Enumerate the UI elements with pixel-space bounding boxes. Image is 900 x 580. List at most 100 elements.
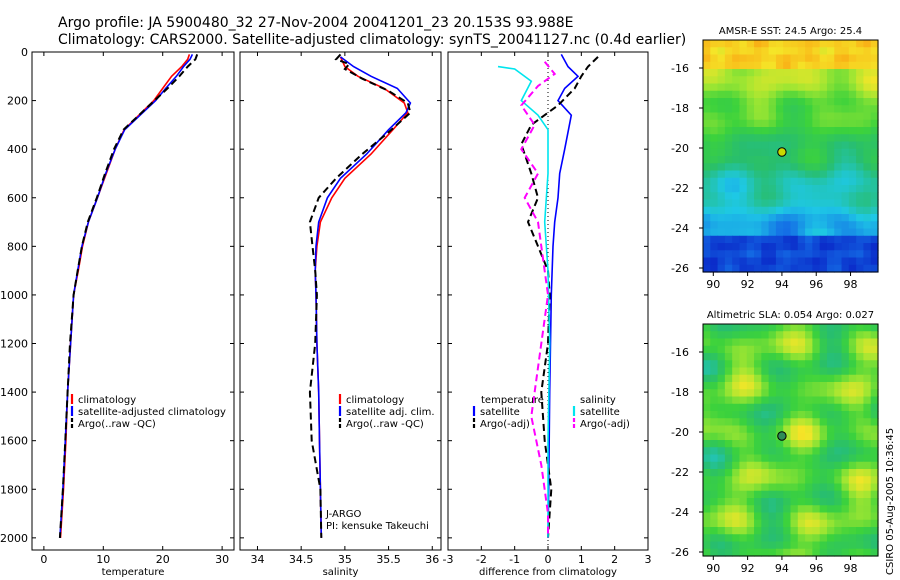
heat-cell	[768, 396, 777, 405]
x-tick-label: 96	[809, 278, 823, 291]
heat-cell	[761, 148, 770, 157]
heat-cell	[797, 127, 806, 135]
heat-cell	[703, 490, 711, 499]
heat-cell	[819, 498, 828, 506]
heat-cell	[783, 534, 792, 543]
heat-cell	[732, 40, 741, 48]
heat-cell	[848, 338, 857, 347]
heat-cell	[732, 418, 741, 427]
heat-cell	[746, 221, 755, 230]
heat-cell	[826, 490, 835, 499]
heat-cell	[819, 61, 828, 70]
heat-cell	[841, 90, 850, 99]
heat-cell	[754, 228, 762, 237]
heat-cell	[783, 374, 792, 383]
heat-cell	[754, 250, 762, 259]
heat-cell	[754, 490, 762, 499]
heat-cell	[783, 447, 792, 456]
heat-cell	[732, 98, 741, 106]
heat-cell	[797, 519, 806, 528]
heat-cell	[819, 425, 828, 434]
heat-cell	[790, 382, 799, 390]
heat-cell	[768, 148, 777, 157]
heat-cell	[812, 134, 821, 143]
heat-cell	[797, 76, 806, 85]
heat-cell	[724, 148, 733, 157]
heat-cell	[863, 454, 872, 463]
heat-cell	[790, 185, 799, 193]
heat-cell	[768, 331, 777, 340]
heat-cell	[805, 345, 813, 354]
heat-cell	[834, 469, 843, 477]
heat-cell	[724, 353, 733, 361]
heat-cell	[724, 119, 733, 128]
heat-cell	[775, 54, 784, 63]
heat-cell	[848, 199, 857, 208]
heat-cell	[732, 360, 741, 369]
x-tick-label: 10	[96, 553, 110, 566]
heat-cell	[834, 192, 843, 201]
heat-cell	[863, 396, 872, 405]
heat-cell	[797, 541, 806, 550]
heat-cell	[805, 418, 813, 427]
heat-cell	[724, 411, 733, 419]
heat-cell	[797, 206, 806, 215]
heat-cell	[761, 206, 770, 215]
heat-cell	[863, 440, 872, 448]
heat-cell	[848, 425, 857, 434]
heat-cell	[848, 76, 857, 85]
heat-cell	[724, 134, 733, 143]
heat-cell	[790, 177, 799, 186]
heat-cell	[834, 418, 843, 427]
heat-cell	[775, 257, 784, 266]
heat-cell	[717, 127, 726, 135]
heat-cell	[805, 61, 813, 70]
heat-cell	[739, 250, 748, 259]
heat-cell	[797, 374, 806, 383]
heat-cell	[775, 512, 784, 521]
heat-cell	[710, 170, 719, 179]
heat-cell	[790, 148, 799, 157]
heat-cell	[746, 382, 755, 390]
heat-cell	[775, 221, 784, 230]
heat-cell	[754, 163, 762, 172]
heat-cell	[863, 338, 872, 347]
heat-cell	[863, 418, 872, 427]
heat-cell	[834, 353, 843, 361]
heat-cell	[783, 345, 792, 354]
heat-cell	[710, 257, 719, 266]
heat-cell	[790, 461, 799, 470]
heat-cell	[805, 534, 813, 543]
heat-cell	[819, 243, 828, 251]
heat-cell	[783, 134, 792, 143]
heat-cell	[819, 396, 828, 405]
heat-cell	[703, 235, 711, 244]
heat-cell	[768, 163, 777, 172]
heat-cell	[710, 214, 719, 222]
heat-cell	[819, 374, 828, 383]
heat-cell	[703, 134, 711, 143]
heat-cell	[870, 127, 879, 135]
legend-title: salinity	[580, 395, 616, 406]
heat-cell	[797, 454, 806, 463]
heat-cell	[797, 61, 806, 70]
heat-cell	[797, 156, 806, 164]
heat-cell	[856, 141, 865, 150]
heat-cell	[826, 40, 835, 48]
heat-cell	[834, 228, 843, 237]
heat-cell	[870, 331, 879, 340]
heat-cell	[790, 98, 799, 106]
heat-cell	[710, 199, 719, 208]
heat-cell	[703, 177, 711, 186]
heat-cell	[812, 40, 821, 48]
heat-cell	[703, 403, 711, 412]
heat-cell	[863, 221, 872, 230]
heat-cell	[703, 476, 711, 485]
heat-cell	[717, 331, 726, 340]
heat-cell	[724, 476, 733, 485]
heat-cell	[754, 498, 762, 506]
heat-cell	[724, 541, 733, 550]
heat-cell	[805, 250, 813, 259]
series-line-2	[314, 56, 412, 538]
